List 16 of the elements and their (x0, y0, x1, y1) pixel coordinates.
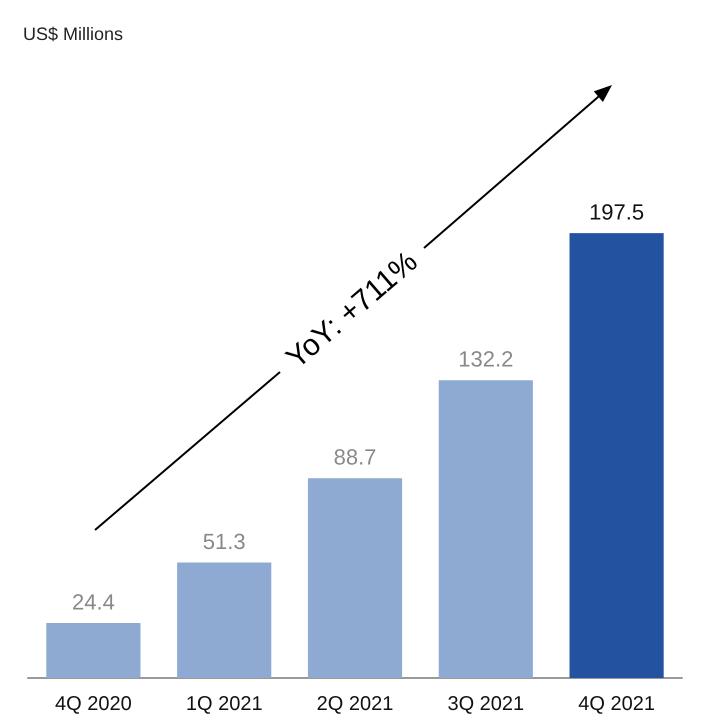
bar (308, 478, 402, 678)
text: US$ Millions (23, 24, 124, 44)
data-label: 132.2 (458, 346, 514, 372)
bar (438, 380, 533, 678)
x-tick-label: 1Q 2021 (186, 693, 263, 715)
bar (46, 623, 140, 678)
data-label: 51.3 (202, 528, 246, 554)
x-tick-label: 4Q 2020 (55, 693, 132, 715)
data-label: 24.4 (72, 590, 115, 615)
bar (570, 233, 664, 678)
x-tick-label: 3Q 2021 (447, 693, 524, 715)
x-tick-label: 4Q 2021 (578, 693, 655, 715)
data-label: 197.5 (589, 200, 644, 225)
data-label: 88.7 (334, 444, 376, 470)
x-tick-label: 2Q 2021 (316, 693, 394, 715)
bar (177, 562, 272, 678)
